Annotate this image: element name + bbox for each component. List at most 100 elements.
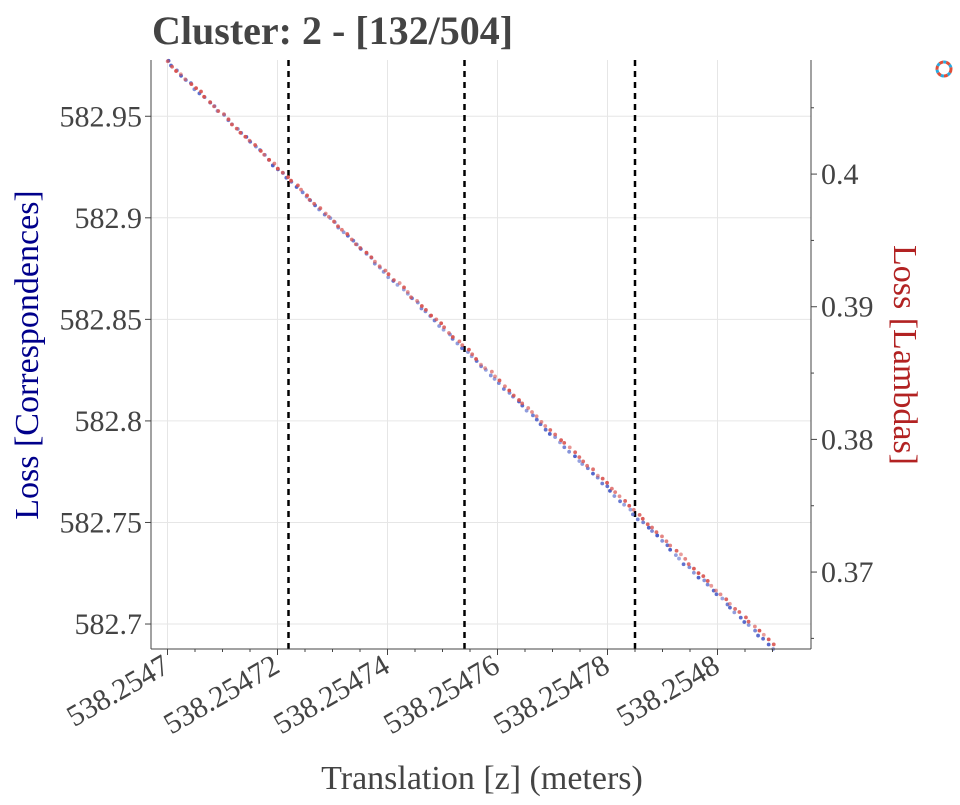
lambdas-point xyxy=(617,494,622,499)
lambdas-point xyxy=(637,512,642,517)
lambdas-point xyxy=(275,166,280,171)
lambdas-point xyxy=(548,428,553,432)
lambdas-point xyxy=(238,130,243,135)
lambdas-point xyxy=(559,438,564,443)
lambdas-point xyxy=(733,607,738,611)
correspondences-point xyxy=(714,592,719,597)
lambdas-point xyxy=(573,450,578,455)
lambdas-point xyxy=(165,59,170,64)
y-left-tick-label: 582.75 xyxy=(60,506,143,539)
lambdas-point xyxy=(189,82,194,87)
lambdas-point xyxy=(450,335,455,339)
correspondences-point xyxy=(635,517,640,522)
y-left-tick-label: 582.9 xyxy=(75,202,143,235)
correspondences-point xyxy=(618,499,622,504)
lambdas-point xyxy=(479,362,483,367)
lambdas-point xyxy=(534,414,539,419)
y-left-tick-label: 582.95 xyxy=(60,100,143,133)
x-tick-label: 538.25476 xyxy=(378,648,505,740)
lambdas-point xyxy=(562,441,567,445)
lambdas-point xyxy=(457,339,462,344)
correspondences-point xyxy=(531,413,535,418)
lambdas-point xyxy=(216,109,221,113)
correspondences-point xyxy=(705,582,710,587)
lambdas-point xyxy=(326,214,331,219)
lambdas-point xyxy=(377,264,382,269)
lambdas-point xyxy=(439,321,444,326)
lambdas-point xyxy=(339,227,344,232)
bokeh-logo-icon[interactable] xyxy=(935,60,953,78)
lambdas-point xyxy=(470,352,475,357)
correspondences-point xyxy=(534,417,539,422)
correspondences-point xyxy=(738,615,743,620)
lambdas-point xyxy=(336,224,340,229)
correspondences-point xyxy=(573,454,577,459)
lambdas-point xyxy=(686,562,691,567)
lambdas-point xyxy=(543,424,548,428)
lambdas-point xyxy=(591,467,595,472)
correspondences-point xyxy=(702,578,707,583)
lambdas-point xyxy=(409,295,413,300)
lambdas-point xyxy=(392,278,396,282)
lambdas-point xyxy=(489,369,494,374)
lambdas-point xyxy=(194,86,198,91)
x-axis-title: Translation [z] (meters) xyxy=(321,760,643,797)
correspondences-point xyxy=(612,494,617,498)
lambdas-point xyxy=(230,122,234,127)
y-right-tick-label: 0.4 xyxy=(821,158,859,191)
y-right-tick-label: 0.38 xyxy=(821,423,874,456)
lambdas-point xyxy=(424,307,428,312)
lambdas-point xyxy=(668,543,673,548)
correspondences-point xyxy=(742,620,747,624)
correspondences-point xyxy=(460,346,464,351)
lambdas-point xyxy=(727,601,732,606)
lambdas-point xyxy=(530,410,534,414)
correspondences-point xyxy=(437,324,442,328)
lambdas-point xyxy=(696,571,701,576)
lambdas-point xyxy=(170,64,174,69)
y-left-tick-label: 582.85 xyxy=(60,303,143,336)
correspondences-point xyxy=(660,538,665,543)
lambdas-point xyxy=(247,138,252,143)
lambdas-point xyxy=(312,201,317,206)
lambdas-point xyxy=(757,628,762,633)
correspondences-point xyxy=(720,596,725,601)
lambdas-point xyxy=(174,69,178,73)
correspondences-point xyxy=(673,553,678,558)
correspondences-point xyxy=(732,610,737,615)
correspondences-point xyxy=(631,512,635,517)
lambdas-point xyxy=(202,94,207,99)
lambdas-point xyxy=(613,490,618,494)
lambdas-point xyxy=(623,499,628,503)
lambdas-point xyxy=(724,597,729,602)
correspondences-point xyxy=(650,529,654,533)
lambdas-point xyxy=(600,476,605,481)
lambdas-point xyxy=(383,268,388,273)
y-left-tick-label: 582.8 xyxy=(75,405,143,438)
lambdas-point xyxy=(447,331,451,335)
lambdas-point xyxy=(520,401,525,406)
lambdas-point xyxy=(402,285,406,290)
lambdas-point xyxy=(507,388,512,393)
lambdas-point xyxy=(178,72,183,77)
lambdas-point xyxy=(405,290,410,294)
correspondences-point xyxy=(766,642,771,647)
lambdas-point xyxy=(645,522,650,527)
correspondences-point xyxy=(562,445,567,450)
y-right-tick-label: 0.39 xyxy=(821,291,874,324)
x-tick-label: 538.25472 xyxy=(158,648,285,740)
grid-layer xyxy=(151,60,811,649)
lambdas-point xyxy=(323,211,328,216)
correspondences-point xyxy=(691,570,696,575)
lambdas-point xyxy=(511,393,516,398)
lambdas-point xyxy=(674,548,679,553)
lambdas-point xyxy=(353,242,358,247)
x-tick-label: 538.25474 xyxy=(268,648,395,740)
lambdas-point xyxy=(222,112,226,117)
lambdas-point xyxy=(595,473,600,478)
lambdas-point xyxy=(692,566,696,571)
lambdas-point xyxy=(714,588,718,593)
lambdas-point xyxy=(345,232,350,236)
axes-layer: 582.7 582.75 582.8 582.85 582.9 582.95 0.37 0.3… xyxy=(60,60,874,741)
